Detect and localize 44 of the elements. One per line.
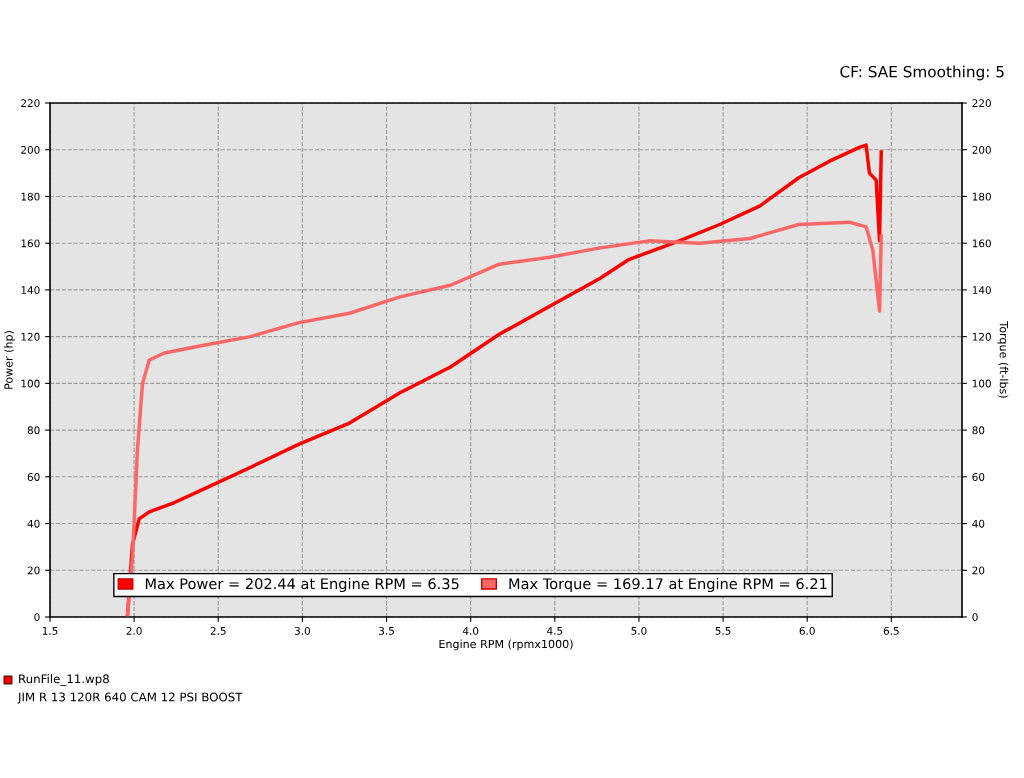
x-tick-label: 6.5 [883,626,899,635]
legend-label: Max Power = 202.44 at Engine RPM = 6.35 [145,577,459,593]
text: JIM R 13 120R 640 CAM 12 PSI BOOST [17,692,243,704]
y-axis-title: Power (hp) [4,331,15,389]
x-tick-label: 1.5 [42,627,58,635]
y-tick-label: 80 [27,426,40,435]
y2-tick-label: 80 [972,426,985,435]
y2-tick-label: 180 [972,192,991,201]
y-tick-label: 220 [21,99,40,108]
y-tick-label: 0 [34,613,40,622]
x-axis-title: Engine RPM (rpmx1000) [439,639,573,651]
x-tick-label: 4.0 [462,626,479,635]
legend-label: Max Torque = 169.17 at Engine RPM = 6.21 [509,577,827,593]
y-tick-label: 140 [21,286,40,295]
x-tick-label: 3.0 [294,626,310,635]
y-tick-label: 100 [21,379,40,388]
y-tick-label: 120 [21,332,40,341]
y2-tick-label: 40 [972,519,985,528]
y2-tick-label: 0 [972,613,978,622]
y-tick-label: 60 [27,473,40,481]
x-tick-label: 5.5 [715,627,731,635]
y2-tick-label: 120 [972,332,991,341]
y2-tick-label: 160 [972,239,991,248]
text: CF: SAE Smoothing: 5 [840,65,1004,81]
x-tick-label: 6.0 [799,626,815,635]
text: RunFile_11.wp8 [19,674,109,686]
y2-tick-label: 140 [972,286,991,295]
x-tick-label: 2.0 [126,626,142,635]
y-tick-label: 20 [27,566,40,575]
y2-axis-title: Torque (ft-lbs) [997,321,1009,398]
y2-tick-label: 60 [972,473,985,481]
y-tick-label: 180 [21,192,40,201]
x-tick-label: 2.5 [210,626,226,635]
y-tick-label: 40 [27,519,40,528]
y2-tick-label: 200 [972,145,991,154]
y-tick-label: 160 [21,239,40,248]
y2-tick-label: 20 [972,566,985,575]
y2-tick-label: 220 [972,99,991,108]
y2-tick-label: 100 [972,379,991,388]
y-tick-label: 200 [21,145,40,154]
x-tick-label: 3.5 [379,626,394,635]
line-series [125,220,883,617]
x-tick-label: 5.0 [631,626,647,635]
x-tick-label: 4.5 [547,627,563,635]
